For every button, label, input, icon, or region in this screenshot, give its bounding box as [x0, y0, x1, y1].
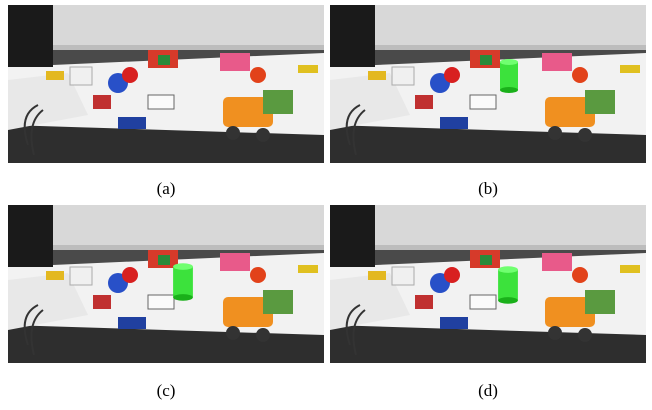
caption: (b): [478, 179, 498, 198]
cylinder: [173, 263, 193, 300]
figure: (a) (b) (c) (d): [0, 0, 652, 405]
caption: (c): [157, 381, 176, 400]
caption: (a): [157, 179, 176, 198]
cylinder: [498, 266, 518, 303]
photo: [8, 5, 324, 163]
photo: [8, 205, 324, 363]
cylinder: [500, 59, 518, 93]
page: (a) (b) (c) (d) (() => { const data = JS…: [0, 0, 652, 405]
photo: [330, 5, 646, 163]
caption: (d): [478, 381, 498, 400]
photo: [330, 205, 646, 363]
